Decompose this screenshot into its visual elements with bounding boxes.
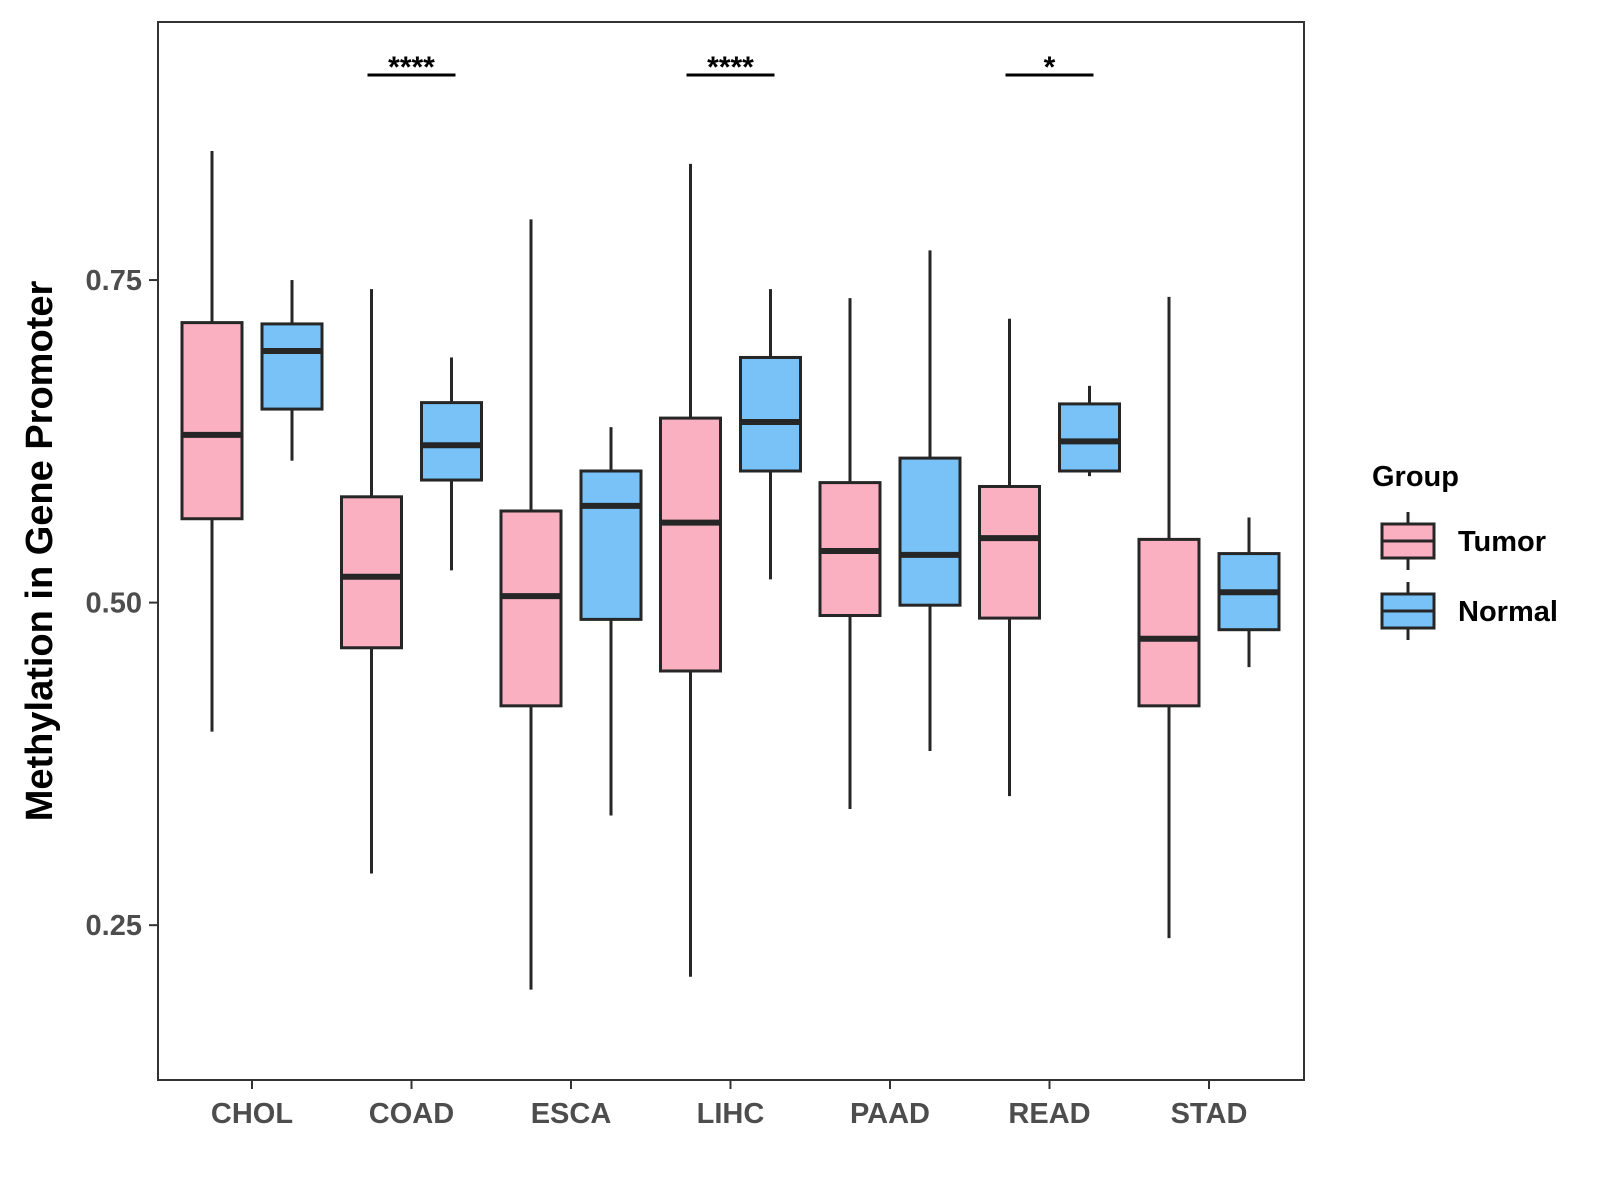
box-normal-chol [260, 280, 324, 461]
legend-label: Tumor [1458, 526, 1546, 558]
x-tick-label: COAD [369, 1098, 454, 1130]
box-body [659, 416, 722, 673]
box-normal-read [1058, 385, 1121, 477]
box-series [180, 151, 1281, 990]
x-tick-label: PAAD [850, 1098, 930, 1130]
box-normal-esca [579, 427, 643, 816]
box-body [579, 469, 643, 621]
box-body [420, 401, 483, 482]
legend-item-normal: Normal [1380, 582, 1558, 640]
box-body [898, 456, 962, 607]
box-normal-lihc [739, 289, 802, 580]
significance-label: **** [707, 51, 754, 84]
y-tick-label: 0.75 [86, 265, 142, 297]
box-tumor-stad [1137, 296, 1201, 939]
box-tumor-lihc [659, 163, 722, 977]
box-tumor-paad [818, 298, 882, 810]
box-tumor-esca [499, 219, 563, 990]
x-tick-label: LIHC [697, 1098, 765, 1130]
significance-label: **** [388, 51, 435, 84]
box-normal-paad [898, 250, 962, 751]
legend-item-tumor: Tumor [1380, 512, 1546, 570]
legend: Group Tumor Normal [1372, 461, 1558, 640]
legend-label: Normal [1458, 596, 1558, 628]
box-body [340, 495, 403, 650]
x-tick-label: STAD [1171, 1098, 1248, 1130]
y-tick-label: 0.50 [86, 588, 142, 620]
box-body [739, 355, 802, 473]
box-body [978, 484, 1041, 620]
box-tumor-coad [340, 289, 403, 874]
box-tumor-read [978, 318, 1041, 797]
x-tick-label: CHOL [211, 1098, 293, 1130]
box-body [1058, 402, 1121, 473]
plot-panel [157, 21, 1305, 1081]
box-body [180, 321, 244, 521]
y-tick-label: 0.25 [86, 910, 142, 942]
box-normal-stad [1217, 517, 1281, 668]
box-body [499, 509, 563, 708]
y-axis: 0.25 0.50 0.75 [86, 265, 158, 942]
box-body [260, 322, 324, 411]
box-tumor-chol [180, 151, 244, 732]
legend-title: Group [1372, 461, 1459, 493]
box-body [1137, 537, 1201, 708]
significance-label: * [1044, 51, 1056, 84]
x-tick-label: ESCA [531, 1098, 612, 1130]
box-normal-coad [420, 357, 483, 571]
significance-annotations: **** **** * [367, 51, 1094, 84]
y-axis-title: Methylation in Gene Promoter [19, 281, 61, 822]
x-tick-label: READ [1008, 1098, 1090, 1130]
x-axis: CHOL COAD ESCA LIHC PAAD READ STAD [211, 1080, 1247, 1130]
